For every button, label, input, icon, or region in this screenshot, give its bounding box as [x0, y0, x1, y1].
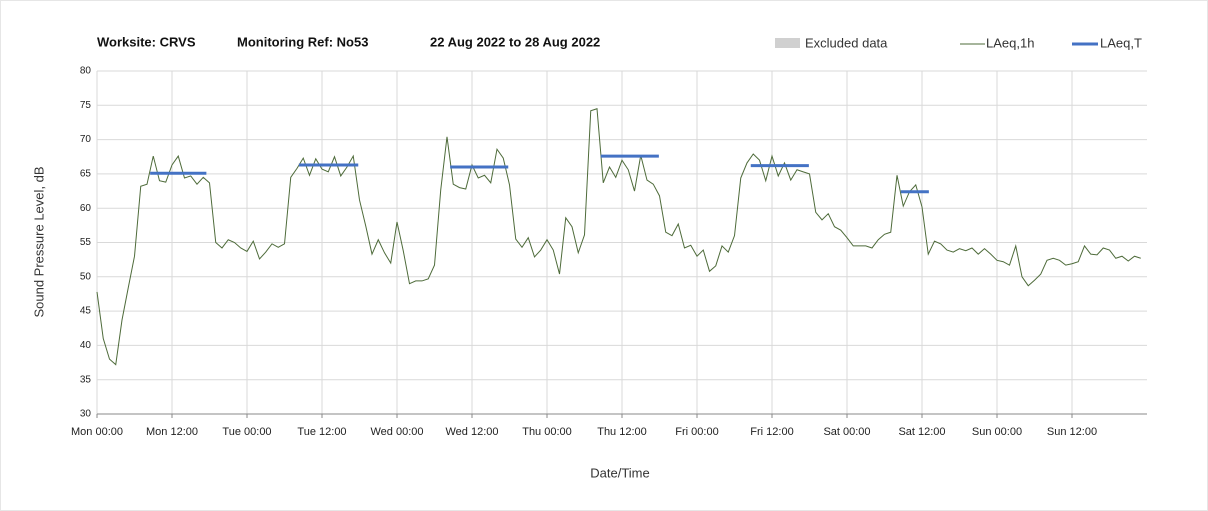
legend-label: Excluded data	[805, 35, 888, 50]
y-tick-label: 55	[80, 237, 92, 248]
y-tick-label: 60	[80, 203, 92, 214]
x-tick-label: Tue 00:00	[222, 426, 271, 438]
y-tick-label: 30	[80, 409, 92, 420]
chart-title: Monitoring Ref: No53	[237, 34, 368, 49]
chart-title: Worksite: CRVS	[97, 34, 196, 49]
x-tick-label: Sat 00:00	[823, 426, 870, 438]
x-tick-label: Thu 00:00	[522, 426, 572, 438]
x-tick-label: Mon 00:00	[71, 426, 123, 438]
x-tick-label: Wed 00:00	[370, 426, 423, 438]
legend-label: LAeq,T	[1100, 35, 1142, 50]
x-axis-label: Date/Time	[590, 465, 649, 480]
y-tick-label: 75	[80, 100, 92, 111]
x-tick-label: Tue 12:00	[297, 426, 346, 438]
y-tick-label: 40	[80, 340, 92, 351]
x-tick-label: Wed 12:00	[445, 426, 498, 438]
x-tick-label: Fri 12:00	[750, 426, 793, 438]
y-axis-label: Sound Pressure Level, dB	[31, 166, 46, 317]
y-tick-label: 45	[80, 306, 92, 317]
data-line	[96, 108, 1141, 366]
x-tick-label: Sun 00:00	[972, 426, 1022, 438]
y-tick-label: 70	[80, 134, 92, 145]
x-tick-label: Sun 12:00	[1047, 426, 1097, 438]
chart-title: 22 Aug 2022 to 28 Aug 2022	[430, 34, 600, 49]
x-tick-label: Fri 00:00	[675, 426, 718, 438]
x-tick-label: Sat 12:00	[898, 426, 945, 438]
y-tick-label: 65	[80, 169, 92, 180]
legend-label: LAeq,1h	[986, 35, 1034, 50]
y-tick-label: 35	[80, 374, 92, 385]
x-tick-label: Mon 12:00	[146, 426, 198, 438]
y-tick-label: 50	[80, 271, 92, 282]
legend-swatch	[775, 38, 800, 48]
x-tick-label: Thu 12:00	[597, 426, 647, 438]
y-tick-label: 80	[80, 66, 92, 77]
